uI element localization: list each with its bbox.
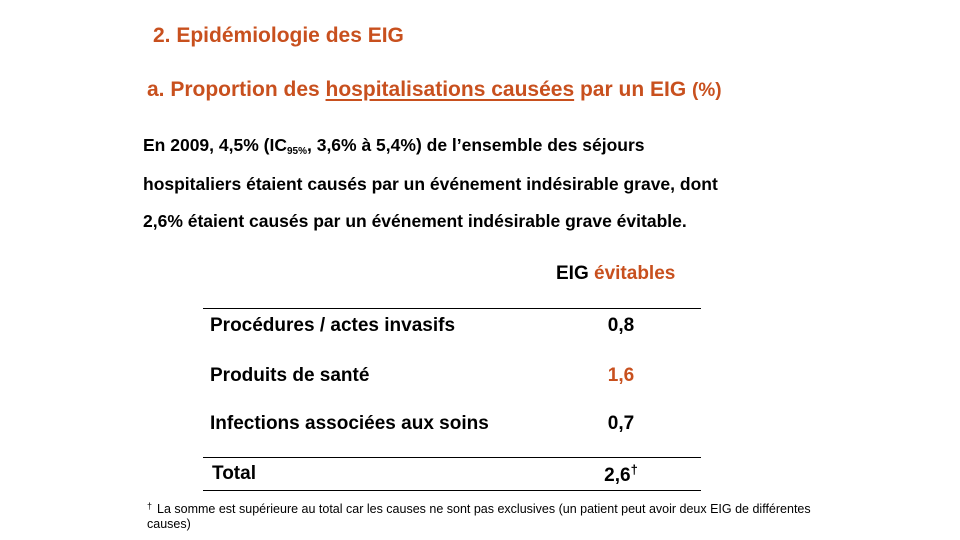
subtitle-unit: (%) <box>692 80 722 101</box>
footnote-mark: † <box>147 501 153 511</box>
table-top-rule <box>203 308 701 309</box>
paragraph-line-1-b: , 3,6% à 5,4%) de l’ensemble des séjours <box>306 135 645 155</box>
total-footnote-mark: † <box>630 462 638 477</box>
table-row-value: 0,7 <box>607 413 635 434</box>
subtitle-prefix: a. Proportion des <box>147 78 326 101</box>
table-column-header: EIG évitables <box>556 263 675 285</box>
paragraph-subscript: 95% <box>286 146 307 157</box>
table-row-label: Procédures / actes invasifs <box>210 315 456 336</box>
paragraph-line-2: hospitaliers étaient causés par un événe… <box>143 174 718 194</box>
footnote: † La somme est supérieure au total car le… <box>147 499 817 532</box>
table-total-value: 2,6† <box>560 462 682 487</box>
column-header-label: EIG <box>556 263 595 284</box>
section-title: 2. Epidémiologie des EIG <box>153 24 404 47</box>
subtitle: a. Proportion des hospitalisations causé… <box>147 78 722 102</box>
column-header-highlight: évitables <box>594 263 676 284</box>
footnote-text: La somme est supérieure au total car les… <box>147 502 811 531</box>
paragraph-line-1: En 2009, 4,5% (IC95%, 3,6% à 5,4%) de l’… <box>143 135 645 157</box>
table-total-label: Total <box>212 463 256 484</box>
table-row-label: Infections associées aux soins <box>210 413 489 434</box>
paragraph-line-1-a: En 2009, 4,5% (IC <box>143 135 287 155</box>
table-bottom-rule <box>203 490 701 491</box>
subtitle-underlined: hospitalisations causées <box>325 78 575 101</box>
table-total-rule <box>203 457 701 458</box>
paragraph-line-3: 2,6% étaient causés par un événement ind… <box>143 211 687 231</box>
table-row-value: 1,6 <box>607 365 635 386</box>
table-row-label: Produits de santé <box>210 365 370 386</box>
total-value-number: 2,6 <box>604 465 631 486</box>
table-row-value: 0,8 <box>607 315 635 336</box>
subtitle-middle: par un EIG <box>574 78 692 101</box>
